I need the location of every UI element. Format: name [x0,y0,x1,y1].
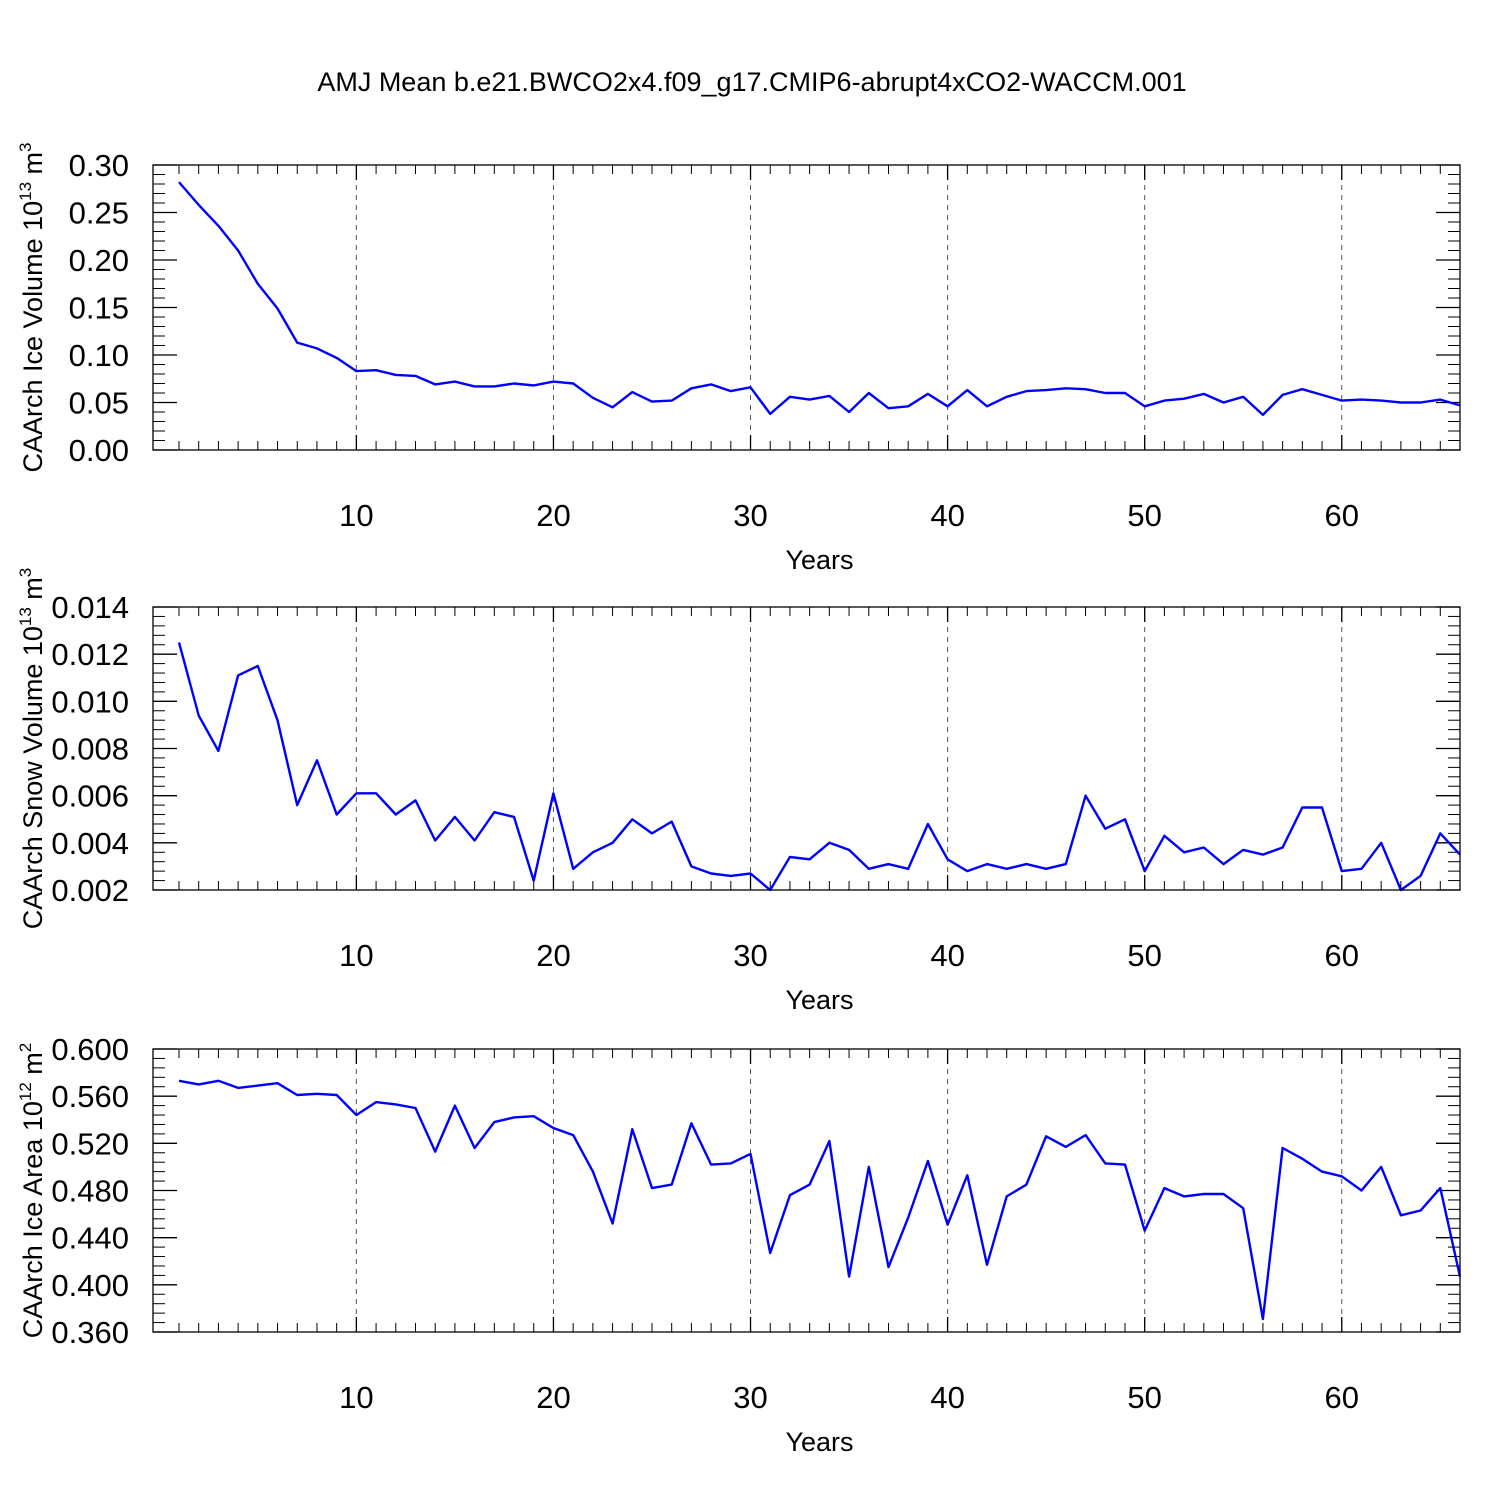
x-tick-label: 40 [930,1380,964,1415]
y-axis-label-unit: m [18,1052,48,1075]
y-tick-label: 0.006 [51,779,129,814]
y-tick-label: 0.30 [69,148,129,183]
plot-frame [152,164,1461,451]
y-axis-label-space [18,174,48,182]
y-tick-label: 0.00 [69,433,129,468]
y-axis-label-text: CAArch Ice Volume 10 [18,201,48,473]
y-tick-label: 0.012 [51,637,129,672]
y-tick-label: 0.004 [51,826,129,861]
y-tick-label: 0.440 [51,1221,129,1256]
y-tick-label: 0.002 [51,873,129,908]
x-tick-label: 20 [536,938,570,973]
series-line [178,181,1461,417]
y-tick-label: 0.010 [51,684,129,719]
y-tick-label: 0.560 [51,1079,129,1114]
x-axis-label: Years [785,545,853,575]
y-axis-label: CAArch Ice Area 1012 m2 [16,1043,48,1339]
x-tick-label: 40 [930,498,964,533]
chart-title: AMJ Mean b.e21.BWCO2x4.f09_g17.CMIP6-abr… [317,67,1186,97]
panels: 10 20 30 40 50 60 0.00 0.05 0.10 0.15 0.20 0.25 0.30… [16,142,1462,1457]
series-line [177,642,1461,892]
y-tick-label: 0.25 [69,196,129,231]
panel-2: 10 20 30 40 50 60 0.002 0.004 0.006 0.008 0.010 0.0… [16,568,1461,1015]
x-tick-label: 60 [1325,1380,1359,1415]
y-tick-label: 0.520 [51,1126,129,1161]
y-tick-label: 0.008 [51,732,129,767]
x-tick-label: 30 [733,498,767,533]
x-tick-label: 40 [930,938,964,973]
y-axis-label-unit-exponent: 3 [16,142,35,151]
y-tick-label: 0.15 [69,291,129,326]
x-tick-label: 60 [1325,938,1359,973]
y-tick-label: 0.10 [69,338,129,373]
y-axis-label-unit: m [18,577,48,600]
y-tick-label: 0.360 [51,1315,129,1350]
y-tick-label: 0.400 [51,1268,129,1303]
panel-3: 10 20 30 40 50 60 0.360 0.400 0.440 0.480 0.520 0.5… [16,1032,1462,1457]
x-tick-label: 20 [536,498,570,533]
x-tick-label: 30 [733,938,767,973]
y-tick-label: 0.014 [51,590,129,625]
y-axis-label-unit-exponent: 3 [16,568,35,577]
plot-frame [152,606,1461,891]
x-tick-label: 10 [339,498,373,533]
y-tick-label: 0.480 [51,1174,129,1209]
panel-1: 10 20 30 40 50 60 0.00 0.05 0.10 0.15 0.20 0.25 0.30… [16,142,1461,575]
y-axis-label-unit: m [18,152,48,175]
x-tick-label: 50 [1127,498,1161,533]
y-axis-label-exponent: 12 [16,1082,35,1101]
x-tick-label: 20 [536,1380,570,1415]
y-axis-label-text: CAArch Snow Volume 10 [18,626,48,929]
y-axis-label-exponent: 13 [16,182,35,201]
y-axis-label-exponent: 13 [16,607,35,626]
x-tick-label: 50 [1127,938,1161,973]
x-tick-label: 10 [339,938,373,973]
x-tick-label: 50 [1127,1380,1161,1415]
x-tick-label: 60 [1325,498,1359,533]
y-tick-label: 0.600 [51,1032,129,1067]
y-tick-label: 0.05 [69,386,129,421]
x-axis-label: Years [785,1427,853,1457]
y-axis-label: CAArch Snow Volume 1013 m3 [16,568,48,930]
y-axis-label-text: CAArch Ice Area 10 [18,1101,48,1338]
y-tick-label: 0.20 [69,243,129,278]
y-axis-label-unit-exponent: 2 [16,1043,35,1052]
y-axis-label-space [18,600,48,608]
x-tick-label: 10 [339,1380,373,1415]
y-axis-label: CAArch Ice Volume 1013 m3 [16,142,48,472]
y-axis-label-space [18,1075,48,1083]
plot-frame [152,1048,1461,1333]
series-line [178,1079,1462,1321]
x-axis-label: Years [785,985,853,1015]
x-tick-label: 30 [733,1380,767,1415]
